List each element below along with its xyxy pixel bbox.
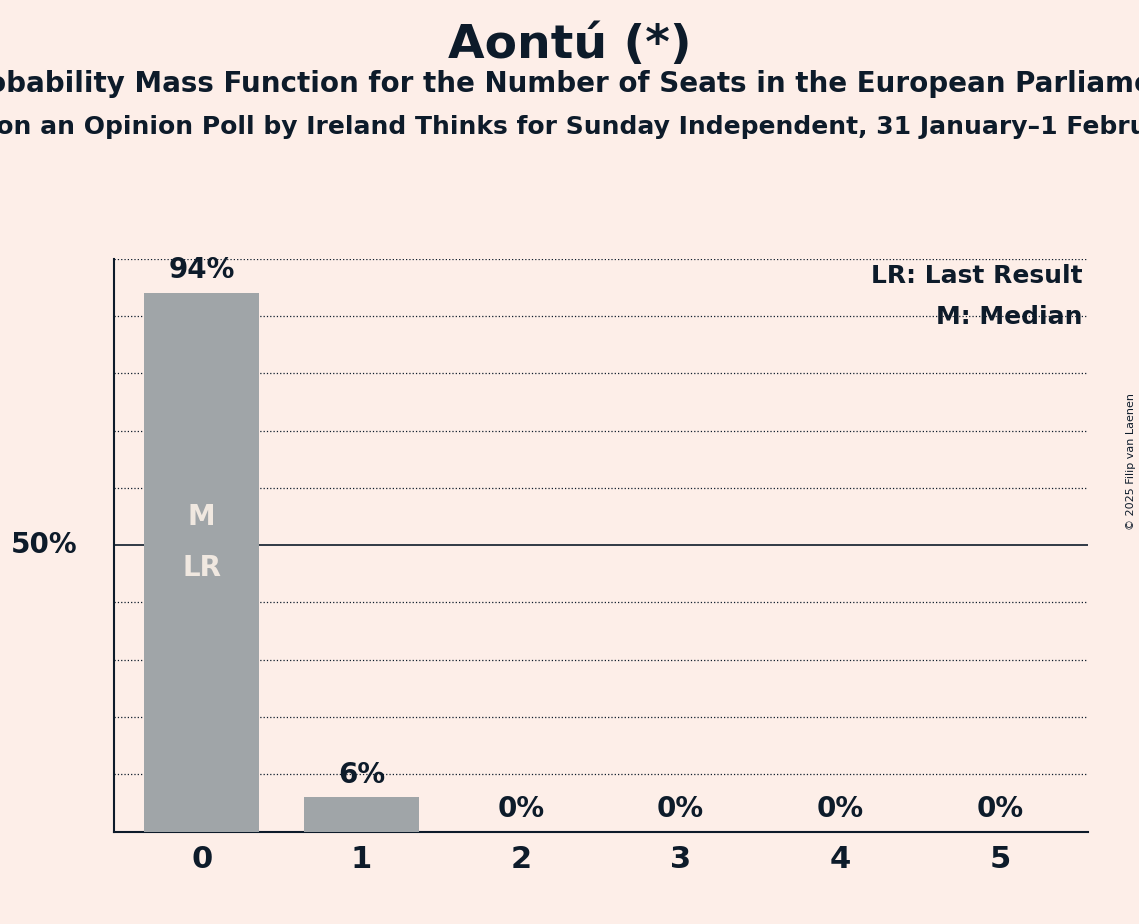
Text: 0%: 0%	[498, 795, 544, 823]
Text: 0%: 0%	[657, 795, 704, 823]
Text: © 2025 Filip van Laenen: © 2025 Filip van Laenen	[1126, 394, 1136, 530]
Text: 0%: 0%	[976, 795, 1024, 823]
Text: 50%: 50%	[10, 531, 77, 559]
Text: LR: LR	[182, 554, 221, 582]
Bar	[304, 797, 419, 832]
Bar	[145, 293, 260, 832]
Text: M: M	[188, 503, 215, 530]
Text: based on an Opinion Poll by Ireland Thinks for Sunday Independent, 31 January–1 : based on an Opinion Poll by Ireland Thin…	[0, 115, 1139, 139]
Text: LR: Last Result: LR: Last Result	[871, 264, 1083, 288]
Text: M: Median: M: Median	[936, 305, 1083, 329]
Text: 0%: 0%	[817, 795, 863, 823]
Text: Probability Mass Function for the Number of Seats in the European Parliament: Probability Mass Function for the Number…	[0, 70, 1139, 98]
Text: Aontú (*): Aontú (*)	[448, 23, 691, 68]
Text: 6%: 6%	[338, 760, 385, 789]
Text: 94%: 94%	[169, 257, 235, 285]
